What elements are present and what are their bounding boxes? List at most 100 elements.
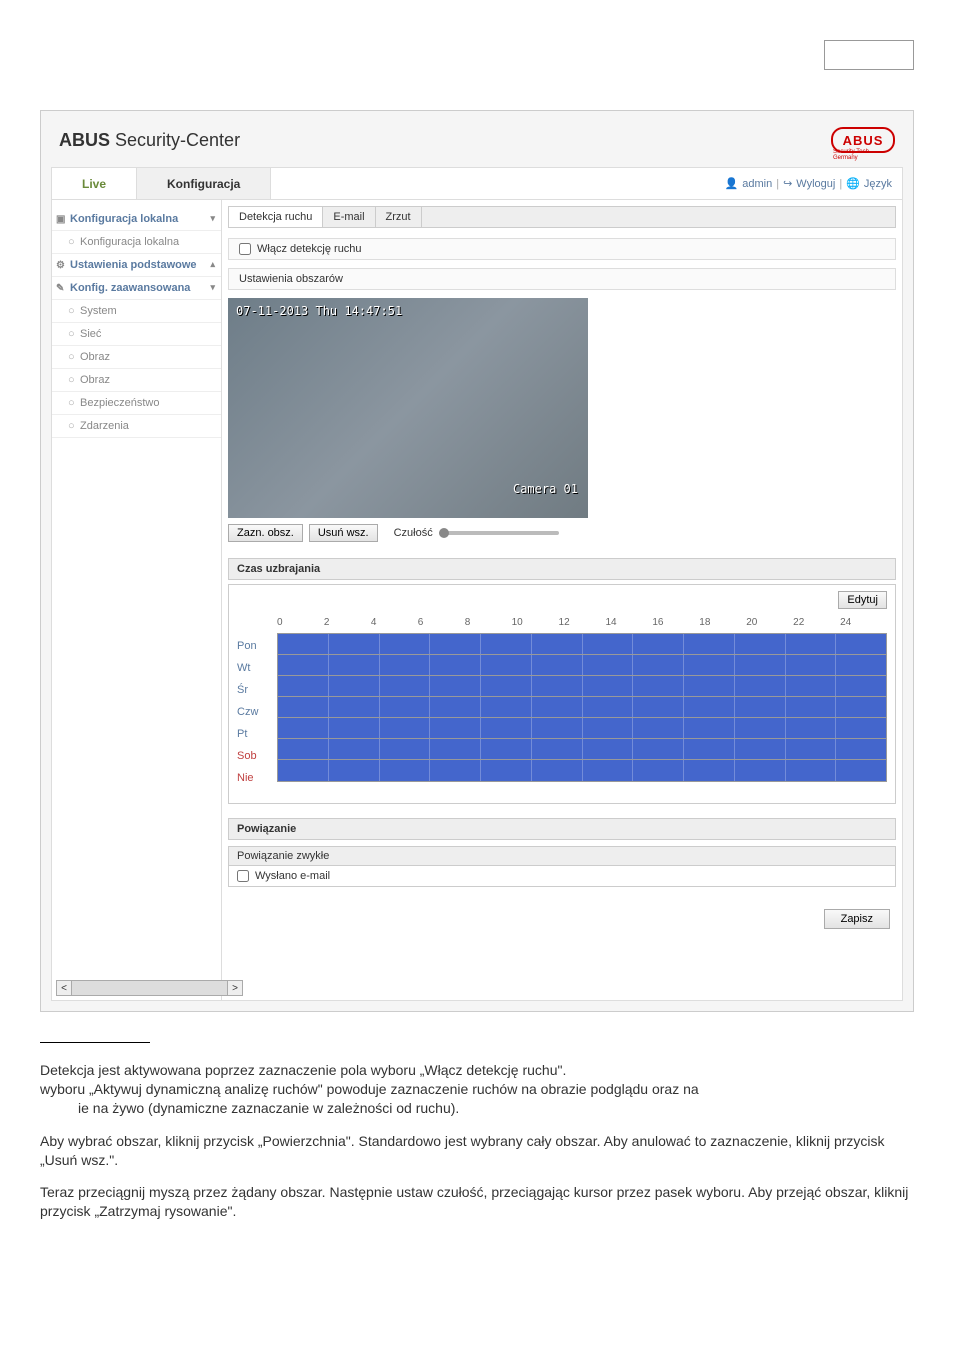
- schedule-cell[interactable]: [532, 697, 583, 717]
- nav-image2[interactable]: ○Obraz: [52, 369, 221, 392]
- schedule-cell[interactable]: [583, 739, 634, 759]
- schedule-cell[interactable]: [735, 655, 786, 675]
- enable-motion-row[interactable]: Włącz detekcję ruchu: [239, 243, 885, 255]
- schedule-cell[interactable]: [532, 760, 583, 781]
- schedule-cell[interactable]: [430, 676, 481, 696]
- schedule-cell[interactable]: [583, 676, 634, 696]
- clear-all-button[interactable]: Usuń wsz.: [309, 524, 378, 542]
- schedule-cell[interactable]: [380, 697, 431, 717]
- schedule-cell[interactable]: [532, 634, 583, 654]
- schedule-cell[interactable]: [278, 634, 329, 654]
- schedule-cell[interactable]: [380, 655, 431, 675]
- schedule-cell[interactable]: [836, 697, 886, 717]
- schedule-cell[interactable]: [684, 655, 735, 675]
- schedule-cell[interactable]: [633, 760, 684, 781]
- schedule-cell[interactable]: [380, 634, 431, 654]
- schedule-cell[interactable]: [583, 760, 634, 781]
- schedule-cell[interactable]: [836, 739, 886, 759]
- schedule-cell[interactable]: [836, 655, 886, 675]
- scroll-left-button[interactable]: <: [56, 980, 72, 996]
- scroll-right-button[interactable]: >: [227, 980, 243, 996]
- schedule-cell[interactable]: [481, 718, 532, 738]
- schedule-cell[interactable]: [278, 739, 329, 759]
- schedule-cell[interactable]: [380, 676, 431, 696]
- schedule-cell[interactable]: [481, 676, 532, 696]
- nav-local-config[interactable]: ▣ Konfiguracja lokalna ▾: [52, 208, 221, 231]
- tab-live[interactable]: Live: [52, 168, 137, 199]
- nav-system[interactable]: ○System: [52, 300, 221, 323]
- schedule-cell[interactable]: [836, 676, 886, 696]
- schedule-cell[interactable]: [633, 655, 684, 675]
- schedule-cell[interactable]: [481, 760, 532, 781]
- schedule-cell[interactable]: [735, 739, 786, 759]
- schedule-cell[interactable]: [786, 655, 837, 675]
- save-button[interactable]: Zapisz: [824, 909, 890, 929]
- schedule-cell[interactable]: [329, 697, 380, 717]
- subtab-snapshot[interactable]: Zrzut: [376, 207, 422, 227]
- schedule-cell[interactable]: [735, 634, 786, 654]
- schedule-cell[interactable]: [430, 760, 481, 781]
- schedule-cell[interactable]: [735, 676, 786, 696]
- schedule-row[interactable]: [278, 655, 886, 676]
- schedule-row[interactable]: [278, 697, 886, 718]
- schedule-cell[interactable]: [430, 655, 481, 675]
- schedule-cell[interactable]: [684, 739, 735, 759]
- schedule-cell[interactable]: [532, 739, 583, 759]
- language-link[interactable]: Język: [864, 178, 892, 190]
- schedule-cell[interactable]: [684, 760, 735, 781]
- schedule-cell[interactable]: [633, 739, 684, 759]
- video-preview[interactable]: 07-11-2013 Thu 14:47:51 Camera 01: [228, 298, 588, 518]
- schedule-cell[interactable]: [430, 718, 481, 738]
- logout-link[interactable]: Wyloguj: [796, 178, 835, 190]
- schedule-cell[interactable]: [684, 697, 735, 717]
- schedule-cell[interactable]: [633, 634, 684, 654]
- sensitivity-slider[interactable]: [439, 531, 559, 535]
- schedule-cell[interactable]: [735, 718, 786, 738]
- schedule-cell[interactable]: [684, 676, 735, 696]
- subtab-email[interactable]: E-mail: [323, 207, 375, 227]
- schedule-rows[interactable]: [277, 633, 887, 782]
- schedule-cell[interactable]: [532, 718, 583, 738]
- schedule-cell[interactable]: [583, 655, 634, 675]
- schedule-cell[interactable]: [481, 634, 532, 654]
- slider-thumb[interactable]: [439, 528, 449, 538]
- nav-events[interactable]: ○Zdarzenia: [52, 415, 221, 438]
- schedule-cell[interactable]: [329, 634, 380, 654]
- schedule-cell[interactable]: [786, 634, 837, 654]
- nav-local-config-sub[interactable]: ○ Konfiguracja lokalna: [52, 231, 221, 254]
- schedule-cell[interactable]: [786, 676, 837, 696]
- schedule-row[interactable]: [278, 634, 886, 655]
- nav-image1[interactable]: ○Obraz: [52, 346, 221, 369]
- schedule-cell[interactable]: [380, 718, 431, 738]
- nav-adv-config[interactable]: ✎ Konfig. zaawansowana ▾: [52, 277, 221, 300]
- schedule-cell[interactable]: [329, 739, 380, 759]
- schedule-cell[interactable]: [481, 697, 532, 717]
- nav-security[interactable]: ○Bezpieczeństwo: [52, 392, 221, 415]
- schedule-cell[interactable]: [735, 760, 786, 781]
- enable-motion-checkbox[interactable]: [239, 243, 251, 255]
- schedule-cell[interactable]: [836, 634, 886, 654]
- schedule-cell[interactable]: [786, 718, 837, 738]
- nav-network[interactable]: ○Sieć: [52, 323, 221, 346]
- schedule-cell[interactable]: [786, 760, 837, 781]
- schedule-cell[interactable]: [633, 697, 684, 717]
- schedule-cell[interactable]: [583, 697, 634, 717]
- schedule-cell[interactable]: [735, 697, 786, 717]
- linkage-email-row[interactable]: Wysłano e-mail: [229, 866, 895, 886]
- schedule-cell[interactable]: [786, 739, 837, 759]
- nav-basic-settings[interactable]: ⚙ Ustawienia podstawowe ▴: [52, 254, 221, 277]
- schedule-cell[interactable]: [532, 655, 583, 675]
- schedule-cell[interactable]: [684, 718, 735, 738]
- schedule-cell[interactable]: [430, 697, 481, 717]
- edit-schedule-button[interactable]: Edytuj: [838, 591, 887, 609]
- schedule-cell[interactable]: [380, 739, 431, 759]
- schedule-cell[interactable]: [278, 697, 329, 717]
- schedule-cell[interactable]: [583, 634, 634, 654]
- linkage-email-checkbox[interactable]: [237, 870, 249, 882]
- schedule-cell[interactable]: [430, 739, 481, 759]
- schedule-cell[interactable]: [481, 739, 532, 759]
- schedule-cell[interactable]: [278, 655, 329, 675]
- schedule-row[interactable]: [278, 739, 886, 760]
- subtab-motion[interactable]: Detekcja ruchu: [229, 207, 323, 227]
- schedule-row[interactable]: [278, 676, 886, 697]
